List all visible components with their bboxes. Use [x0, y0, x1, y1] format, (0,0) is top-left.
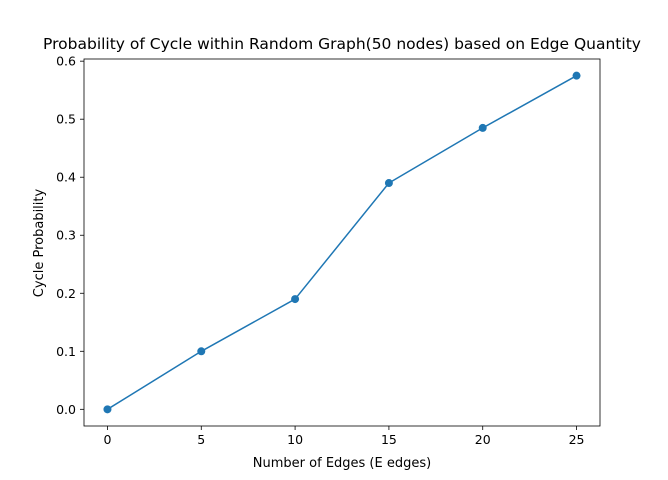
data-point-5 — [572, 71, 581, 80]
y-tick-label-4: 0.4 — [56, 170, 76, 185]
data-point-0 — [103, 405, 112, 414]
x-tick-label-5: 25 — [569, 432, 585, 447]
data-point-4 — [478, 123, 487, 132]
x-tick-label-2: 10 — [287, 432, 303, 447]
chart-title: Probability of Cycle within Random Graph… — [43, 35, 641, 53]
x-axis-label: Number of Edges (E edges) — [253, 456, 431, 471]
y-tick-label-0: 0.0 — [56, 402, 76, 417]
x-tick-label-4: 20 — [475, 432, 491, 447]
x-tick-label-0: 0 — [103, 432, 111, 447]
y-tick-label-3: 0.3 — [56, 228, 76, 243]
data-point-3 — [384, 179, 393, 188]
data-point-1 — [197, 347, 206, 356]
axes-frame — [83, 58, 601, 427]
series-line — [107, 75, 577, 410]
y-tick-label-1: 0.1 — [56, 344, 76, 359]
y-tick-label-5: 0.5 — [56, 112, 76, 127]
y-tick-label-2: 0.2 — [56, 286, 76, 301]
data-point-2 — [291, 295, 300, 304]
x-tick-label-3: 15 — [381, 432, 397, 447]
y-tick-label-6: 0.6 — [56, 54, 76, 69]
y-axis-label: Cycle Probability — [32, 189, 47, 298]
plot-area: 0 5 10 15 20 25 0.0 0.1 0.2 0.3 0.4 0.5 0.6 — [56, 54, 601, 447]
x-tick-label-1: 5 — [197, 432, 205, 447]
